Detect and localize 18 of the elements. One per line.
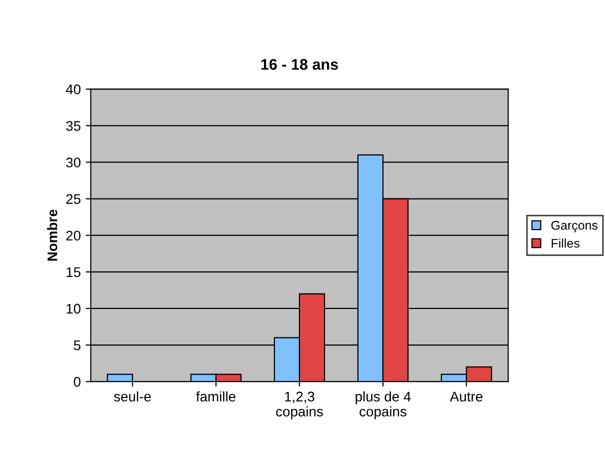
x-tick-label: famille bbox=[196, 391, 236, 402]
y-tick-label: 15 bbox=[66, 267, 80, 278]
x-tick-label: seul-e bbox=[114, 391, 151, 402]
y-tick-label: 20 bbox=[66, 230, 80, 241]
y-tick-label: 40 bbox=[66, 84, 80, 94]
legend-label: Filles bbox=[552, 238, 580, 248]
y-tick-label: 5 bbox=[74, 340, 80, 350]
legend-label: Garçons bbox=[551, 220, 598, 232]
y-tick-label: 35 bbox=[66, 121, 80, 131]
x-tick-label: plus de 4 copains bbox=[356, 391, 411, 420]
y-tick-label: 30 bbox=[66, 158, 80, 168]
y-axis-title: Nombre bbox=[47, 210, 58, 261]
x-tick-label: 1,2,3 copains bbox=[276, 392, 323, 420]
y-tick-label: 25 bbox=[66, 194, 80, 204]
y-tick-label: 10 bbox=[66, 304, 80, 314]
chart-title: 16 - 18 ans bbox=[261, 59, 338, 70]
y-tick-label: 0 bbox=[74, 376, 80, 387]
x-tick-label: Autre bbox=[450, 392, 482, 402]
